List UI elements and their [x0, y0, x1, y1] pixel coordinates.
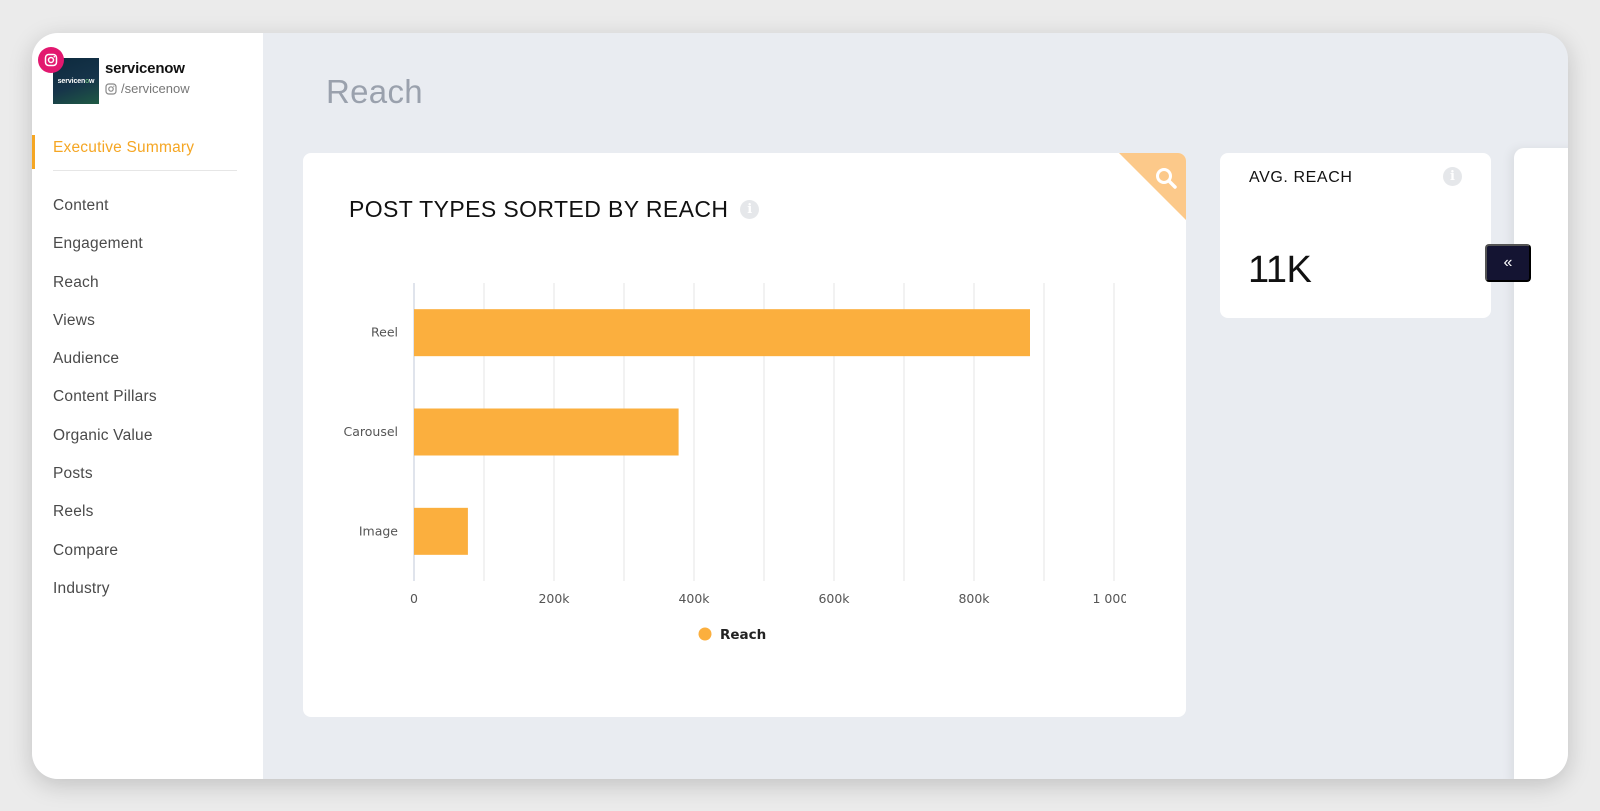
profile-handle-text: /servicenow [121, 81, 190, 96]
sidebar-item-posts[interactable]: Posts [53, 465, 93, 483]
info-icon[interactable]: i [1443, 167, 1462, 186]
bar-reel [414, 309, 1030, 357]
reach-chart-card: POST TYPES SORTED BY REACH i Reel Carouse… [303, 153, 1186, 717]
page-title: Reach [326, 73, 423, 110]
reach-bar-chart: Reel Carousel Image 0 200k 400k 600k 800k 1 000k… [344, 283, 1136, 643]
avg-reach-card: AVG. REACH i 11K [1220, 153, 1491, 318]
sidebar-item-reach[interactable]: Reach [53, 273, 99, 291]
search-icon[interactable] [1154, 166, 1178, 190]
legend-label: Reach [720, 627, 766, 643]
double-chevron-left-icon: « [1503, 254, 1513, 271]
collapse-button[interactable]: « [1485, 244, 1531, 282]
profile-handle: /servicenow [105, 81, 190, 96]
nav-divider [53, 170, 237, 171]
profile-header: servicenow servicenow /servicenow [38, 47, 253, 108]
brand-logo: servicenow [57, 77, 95, 85]
info-icon[interactable]: i [740, 200, 760, 219]
bar-image [414, 507, 468, 555]
category-label: Reel [371, 325, 398, 340]
sidebar-item-content[interactable]: Content [53, 197, 109, 214]
sidebar-item-engagement[interactable]: Engagement [53, 235, 143, 253]
adjacent-card [1514, 148, 1568, 779]
x-tick-label: 1 000k [1092, 591, 1136, 606]
instagram-badge-icon [38, 47, 64, 73]
x-tick-label: 0 [410, 591, 418, 606]
sidebar-item-audience[interactable]: Audience [53, 350, 120, 368]
sidebar-nav: Executive Summary Content Engagement Rea… [32, 135, 263, 608]
sidebar-item-reels[interactable]: Reels [53, 503, 94, 521]
chart-title: POST TYPES SORTED BY REACH i [349, 196, 760, 223]
stat-value: 11K [1248, 249, 1312, 291]
sidebar-item-executive-summary[interactable]: Executive Summary [32, 135, 263, 169]
sidebar-item-compare[interactable]: Compare [53, 541, 119, 559]
x-tick-label: 800k [958, 591, 990, 606]
app-window: servicenow servicenow /servicenow [32, 33, 1568, 779]
stat-label: AVG. REACH [1249, 169, 1353, 186]
sidebar: servicenow servicenow /servicenow [32, 33, 263, 779]
sidebar-item-industry[interactable]: Industry [53, 579, 110, 597]
bar-carousel [414, 408, 679, 456]
x-tick-label: 200k [538, 591, 570, 606]
category-label: Carousel [344, 424, 399, 439]
sidebar-item-organic-value[interactable]: Organic Value [53, 426, 153, 444]
x-tick-label: 400k [678, 591, 710, 606]
category-label: Image [359, 523, 398, 538]
instagram-icon [105, 82, 117, 95]
chart-title-text: POST TYPES SORTED BY REACH [349, 196, 729, 222]
profile-name: servicenow [105, 60, 185, 77]
sidebar-item-views[interactable]: Views [53, 311, 96, 329]
legend-marker [698, 627, 712, 641]
x-tick-label: 600k [818, 591, 850, 606]
sidebar-item-content-pillars[interactable]: Content Pillars [53, 388, 157, 406]
